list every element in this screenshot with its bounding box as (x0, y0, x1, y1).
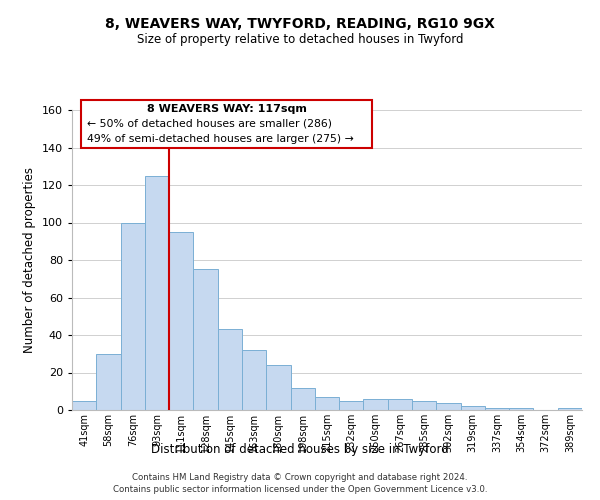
Text: Distribution of detached houses by size in Twyford: Distribution of detached houses by size … (151, 442, 449, 456)
Bar (266, 365, 290, 410)
Bar (315, 397, 339, 410)
Bar (558, 408, 582, 410)
Bar (218, 330, 242, 410)
Bar (509, 408, 533, 410)
Bar (436, 402, 461, 410)
Bar (145, 176, 169, 410)
Text: Contains HM Land Registry data © Crown copyright and database right 2024.: Contains HM Land Registry data © Crown c… (132, 472, 468, 482)
Text: 8, WEAVERS WAY, TWYFORD, READING, RG10 9GX: 8, WEAVERS WAY, TWYFORD, READING, RG10 9… (105, 18, 495, 32)
Text: Size of property relative to detached houses in Twyford: Size of property relative to detached ho… (137, 32, 463, 46)
Text: Contains public sector information licensed under the Open Government Licence v3: Contains public sector information licen… (113, 485, 487, 494)
Bar (242, 350, 266, 410)
Bar (193, 270, 218, 410)
Bar (364, 399, 388, 410)
Bar (96, 354, 121, 410)
Bar (412, 400, 436, 410)
Bar (72, 400, 96, 410)
Text: 49% of semi-detached houses are larger (275) →: 49% of semi-detached houses are larger (… (87, 134, 354, 143)
Bar (339, 400, 364, 410)
Bar (461, 406, 485, 410)
Bar (290, 388, 315, 410)
Text: ← 50% of detached houses are smaller (286): ← 50% of detached houses are smaller (28… (87, 119, 332, 129)
Bar (121, 222, 145, 410)
Bar (388, 399, 412, 410)
Bar (485, 408, 509, 410)
Bar (169, 232, 193, 410)
Y-axis label: Number of detached properties: Number of detached properties (23, 167, 36, 353)
Text: 8 WEAVERS WAY: 117sqm: 8 WEAVERS WAY: 117sqm (146, 104, 307, 114)
